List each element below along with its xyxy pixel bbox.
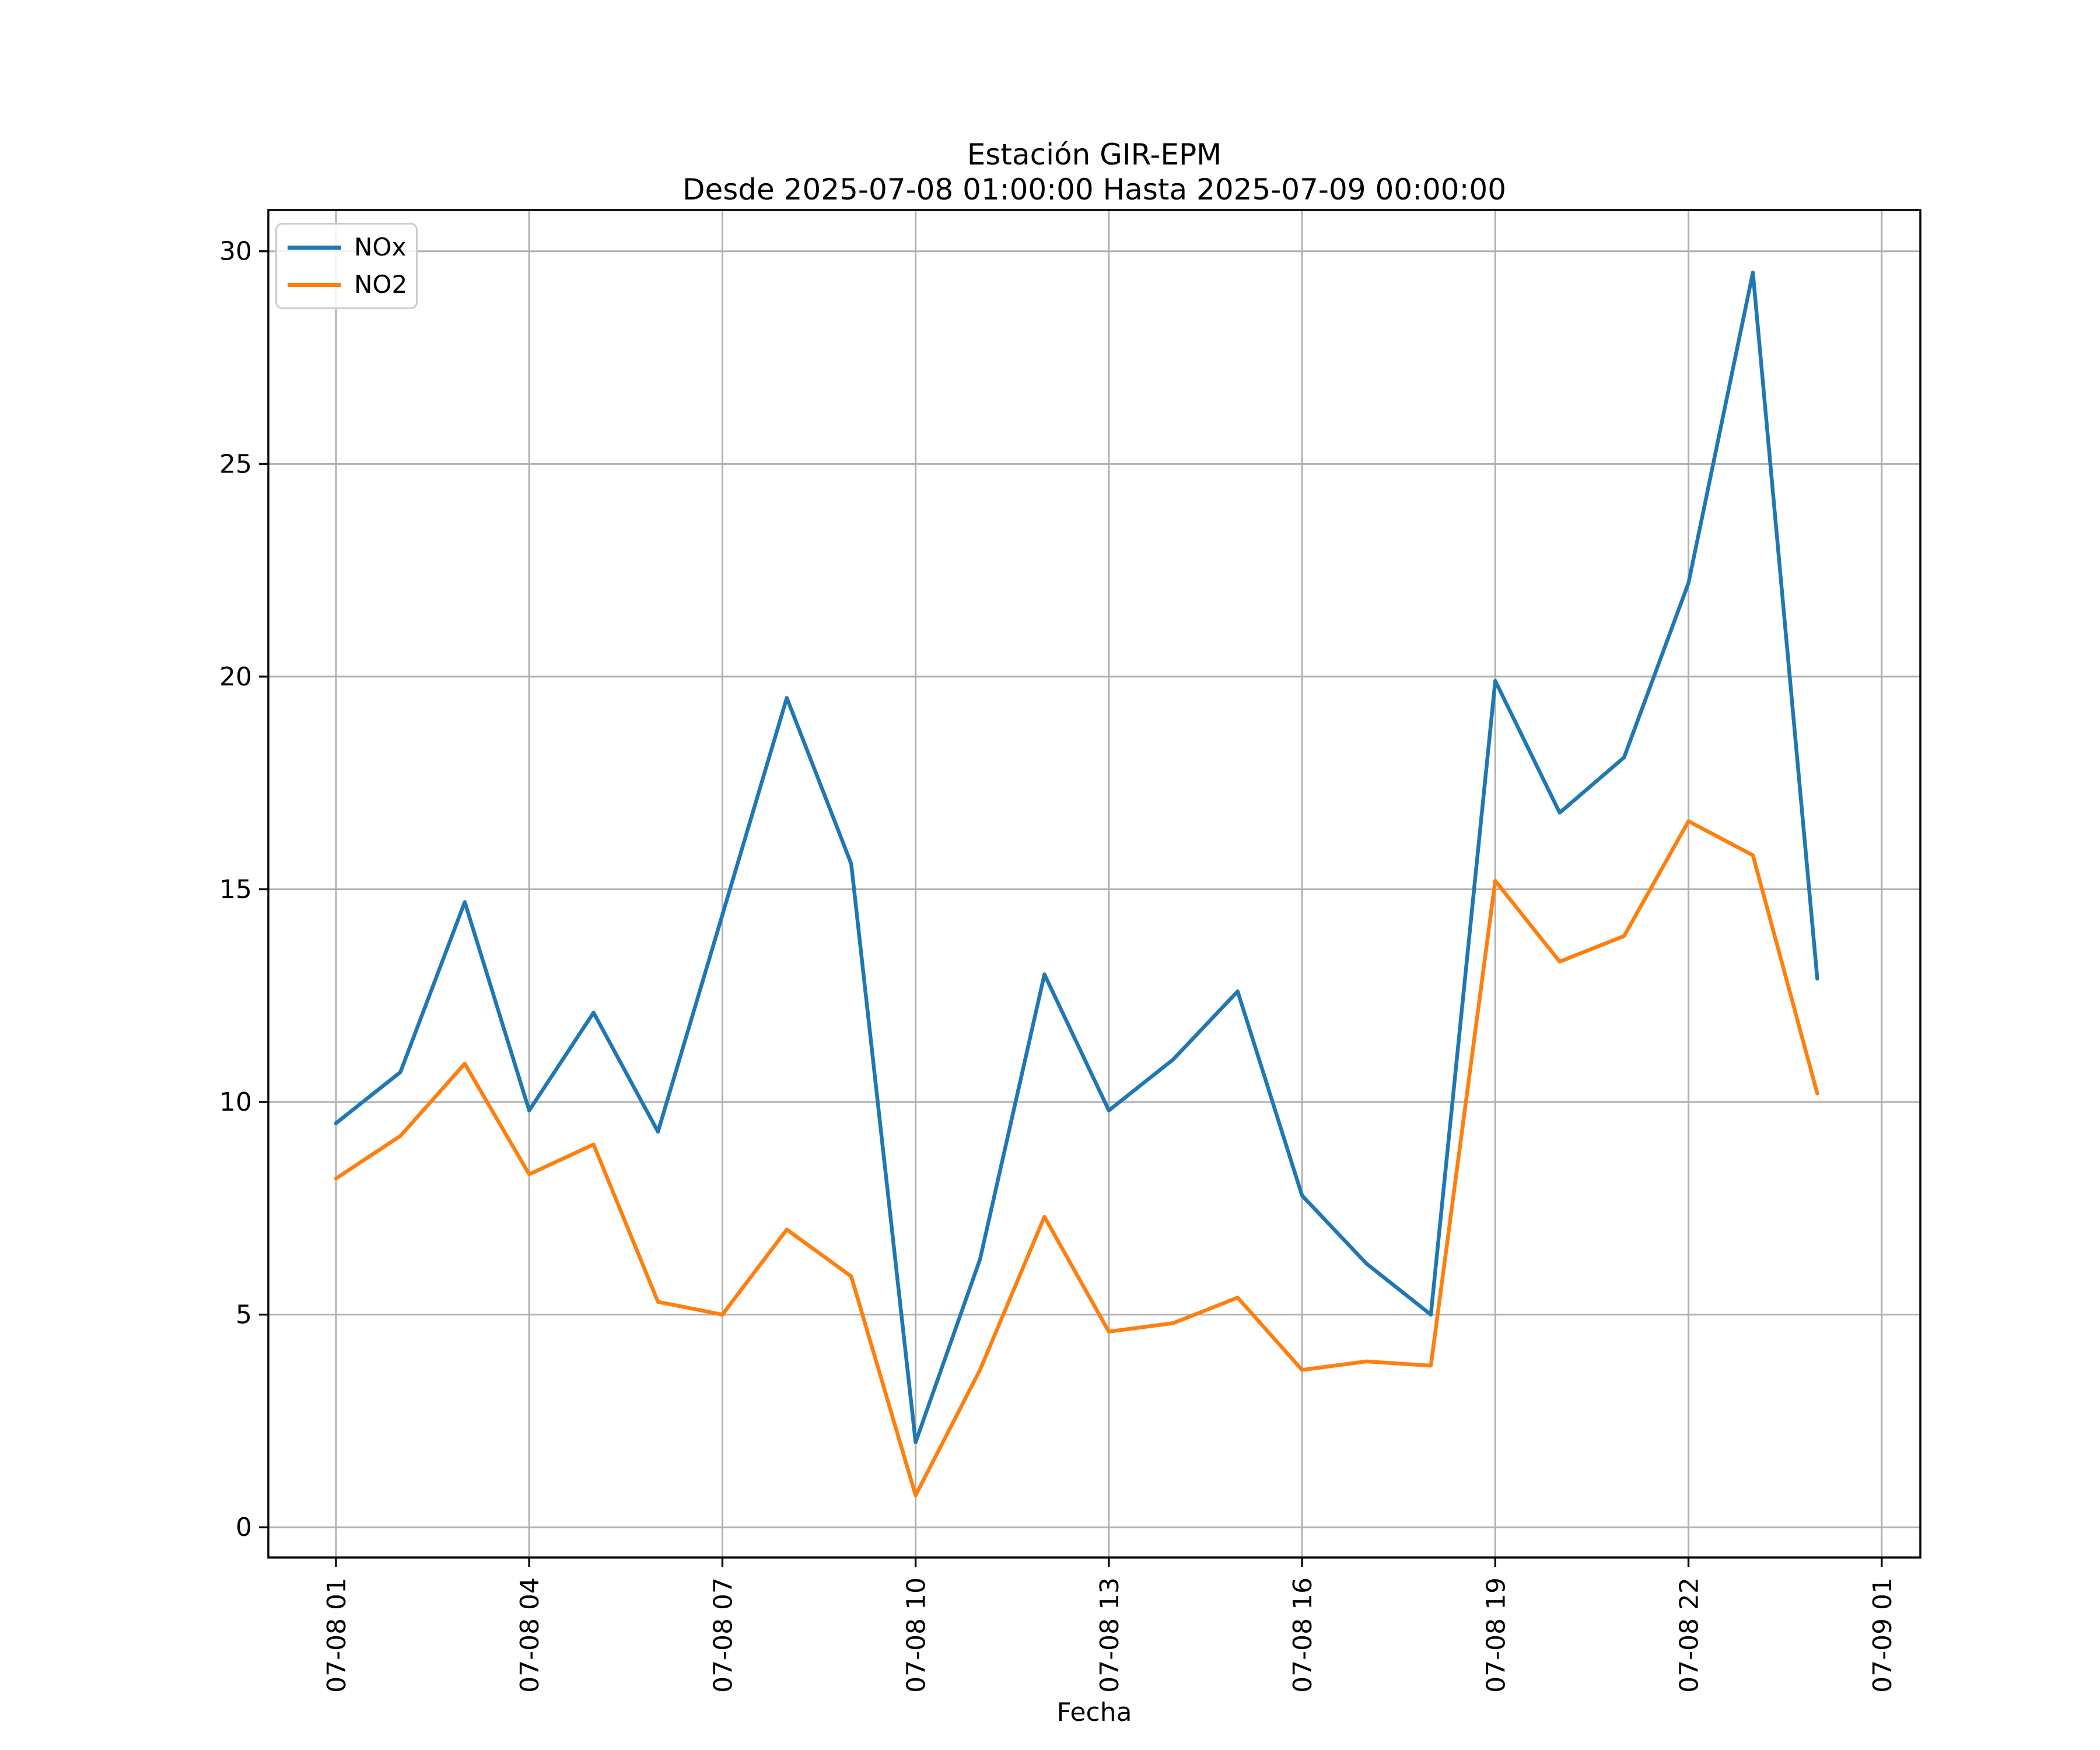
y-tick-label: 0 — [236, 1513, 252, 1542]
y-tick-label: 30 — [219, 237, 252, 267]
x-tick-label: 07-08 04 — [515, 1577, 545, 1693]
nox-line — [334, 270, 1819, 1444]
x-tick-label: 07-08 22 — [1675, 1577, 1704, 1693]
x-tick-label: 07-08 13 — [1095, 1577, 1125, 1693]
y-tick-label: 15 — [219, 874, 252, 904]
legend-label-nox: NOx — [354, 233, 407, 261]
x-tick-label: 07-08 07 — [708, 1577, 738, 1693]
x-tick-label: 07-08 16 — [1288, 1577, 1318, 1693]
legend-item-nox: NOx — [288, 233, 407, 262]
legend: NOx NO2 — [275, 223, 418, 309]
chart-title: Estación GIR-EPM — [967, 138, 1222, 172]
x-tick-label: 07-09 01 — [1868, 1577, 1898, 1693]
no2-line — [334, 819, 1819, 1497]
axes: 0 5 10 15 20 25 30 07-08 01 07-08 04 07-08 07 07-0… — [219, 209, 1922, 1693]
x-tick-label: 07-08 19 — [1481, 1577, 1511, 1693]
x-tick-label: 07-08 01 — [322, 1577, 352, 1693]
y-tick-label: 5 — [236, 1300, 252, 1330]
legend-label-no2: NO2 — [354, 270, 408, 299]
no2-line-swatch — [288, 282, 341, 287]
grid-lines — [268, 210, 1920, 1558]
legend-item-no2: NO2 — [288, 270, 408, 299]
y-tick-label: 25 — [219, 449, 252, 479]
y-tick-label: 20 — [219, 662, 252, 692]
x-tick-label: 07-08 10 — [902, 1577, 932, 1693]
nox-line-swatch — [288, 245, 341, 250]
chart-subtitle: Desde 2025-07-08 01:00:00 Hasta 2025-07-… — [682, 173, 1506, 206]
data-series — [334, 270, 1819, 1497]
plot-border — [267, 209, 1922, 1559]
x-axis-label: Fecha — [1056, 1698, 1132, 1727]
y-tick-label: 10 — [219, 1087, 252, 1117]
